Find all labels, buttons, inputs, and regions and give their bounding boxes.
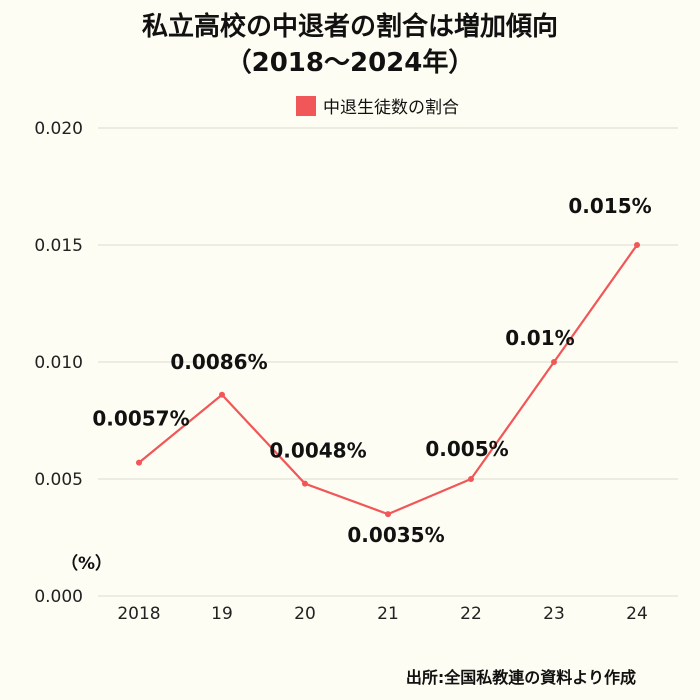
series-line (138, 244, 638, 516)
y-tick-label: 0.020 (34, 119, 83, 139)
y-tick-label: 0.015 (34, 236, 83, 256)
data-point (385, 511, 391, 518)
data-point (219, 391, 225, 398)
y-tick-label: 0.010 (34, 353, 83, 373)
data-label: 0.0048% (269, 439, 366, 463)
data-point (302, 480, 308, 487)
data-label: 0.015% (568, 194, 651, 218)
data-point (136, 459, 142, 466)
x-tick-label: 19 (211, 604, 233, 624)
x-tick-label: 20 (294, 604, 316, 624)
x-tick-label: 24 (626, 604, 648, 624)
chart-subtitle: （2018〜2024年） (225, 48, 475, 78)
x-tick-label: 22 (460, 604, 482, 624)
data-label: 0.0057% (92, 407, 189, 431)
data-label: 0.005% (425, 437, 508, 461)
x-tick-label: 2018 (117, 604, 160, 624)
data-point (634, 242, 640, 248)
data-label: 0.0035% (347, 523, 444, 547)
chart-title: 私立高校の中退者の割合は増加傾向 (141, 12, 558, 42)
legend: 中退生徒数の割合 (296, 93, 459, 118)
legend-swatch (296, 95, 316, 116)
data-label: 0.01% (505, 326, 574, 350)
x-tick-label: 23 (543, 604, 565, 624)
y-tick-label: 0.005 (34, 470, 83, 490)
source-note: 出所:全国私教連の資料より作成 (405, 668, 636, 687)
data-point (551, 359, 557, 365)
x-tick-label: 21 (377, 604, 399, 624)
y-tick-label: 0.000 (34, 587, 83, 607)
legend-label: 中退生徒数の割合 (323, 98, 459, 118)
data-point (468, 476, 474, 482)
y-axis-unit: （%） (61, 553, 112, 574)
data-label: 0.0086% (170, 350, 267, 374)
